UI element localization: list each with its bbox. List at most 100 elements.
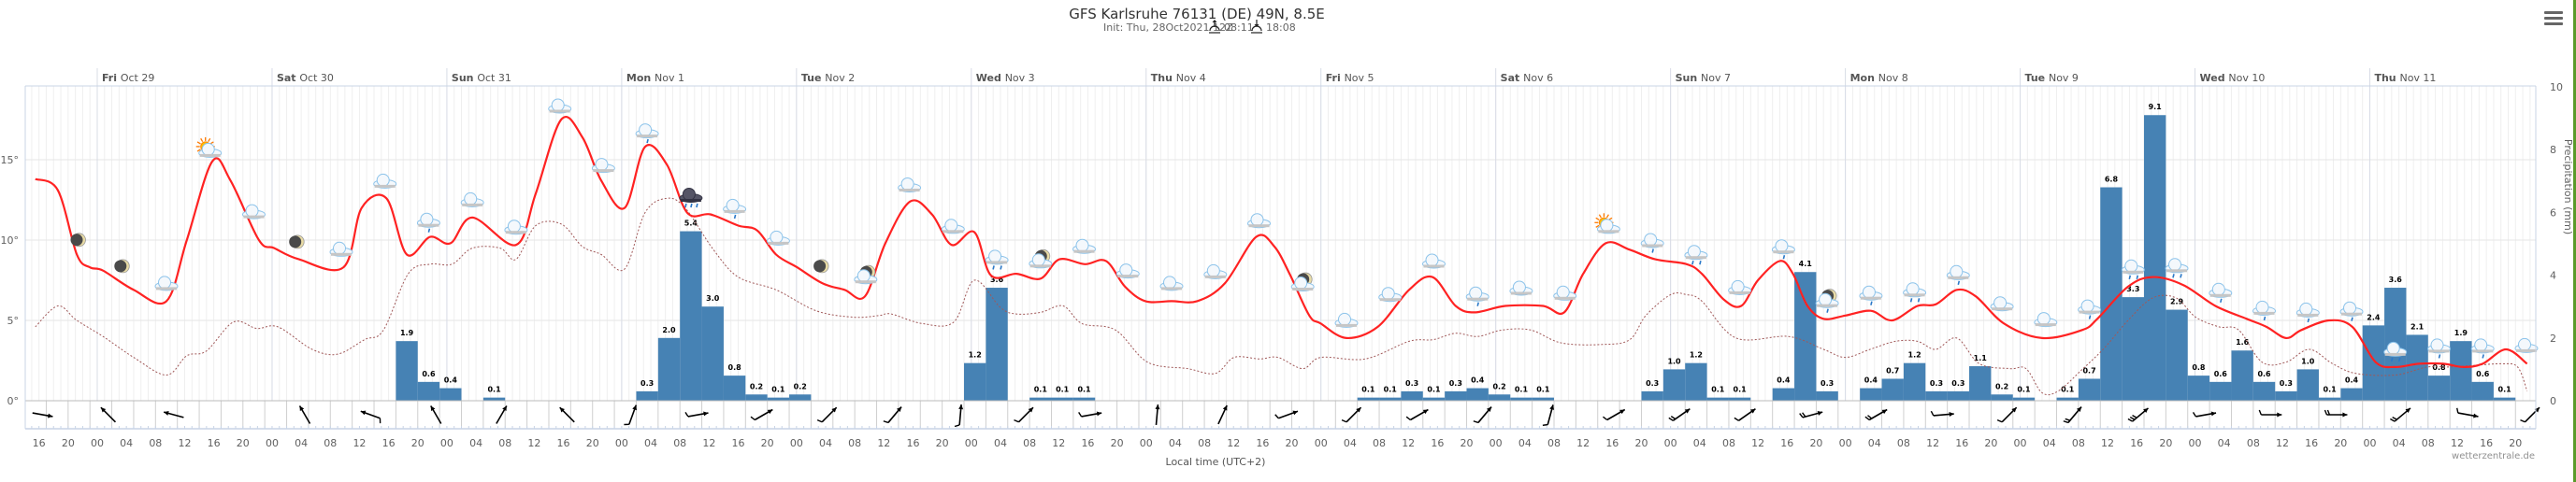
cloud-shadow	[1204, 275, 1226, 278]
precip-bar-label: 0.1	[1734, 386, 1748, 394]
precip-bar-label: 9.1	[2149, 103, 2163, 111]
time-tick-label: 08	[1547, 437, 1561, 449]
light-rain-icon	[1640, 233, 1664, 253]
time-tick-label: 20	[1984, 437, 1997, 449]
temp-tick-label: 10°	[1, 234, 20, 247]
time-tick-label: 20	[237, 437, 250, 449]
precip-bar	[2100, 187, 2123, 401]
wind-arrow-head	[1155, 404, 1160, 410]
day-label: Sun Nov 7	[1676, 72, 1731, 84]
time-tick-label: 12	[877, 437, 890, 449]
day-label: Tue Nov 9	[2025, 72, 2079, 84]
cloud-icon	[941, 219, 965, 234]
precip-bar	[2012, 397, 2036, 401]
time-tick-label: 08	[498, 437, 511, 449]
wind-barb	[1734, 417, 1739, 421]
cloud-shadow	[1773, 250, 1794, 254]
cloud-puff	[2036, 312, 2051, 326]
precip-bar	[1641, 390, 1663, 401]
cloud-icon	[504, 220, 528, 235]
wind-arrow-icon	[1603, 408, 1626, 421]
cloud-shadow	[899, 189, 920, 191]
moon-icon	[70, 233, 86, 248]
wind-barb	[750, 416, 756, 421]
day-of-week: Wed	[2200, 72, 2229, 84]
wind-arrow-head	[2534, 407, 2540, 413]
cloud-shadow	[1161, 287, 1182, 291]
wind-arrow-head	[1749, 408, 1756, 414]
time-tick-label: 04	[469, 437, 482, 449]
precip-bar	[1706, 397, 1729, 401]
time-tick-label: 16	[33, 437, 46, 449]
precip-bar	[1422, 397, 1446, 401]
credit-watermark[interactable]: wetterzentrale.de	[2452, 451, 2535, 461]
precip-bar-label: 0.3	[640, 379, 654, 388]
precip-bar	[1662, 369, 1686, 401]
cloud-puff	[2211, 282, 2225, 296]
day-label: Fri Oct 29	[102, 72, 154, 84]
cloud-shadow	[2472, 349, 2494, 353]
time-tick-label: 00	[2189, 437, 2202, 449]
wind-arrow-head	[100, 407, 107, 413]
time-tick-label: 12	[1052, 437, 1065, 449]
rain-drop	[2351, 317, 2353, 321]
precip-bar	[2340, 388, 2363, 401]
wind-arrow-head	[2405, 407, 2411, 414]
wind-barb	[2192, 411, 2196, 418]
time-tick-label: 20	[2159, 437, 2172, 449]
precip-bar	[1925, 390, 1948, 401]
cloud-puff	[1644, 233, 1658, 247]
cloud-puff	[1469, 286, 1483, 300]
moon-cloud-icon	[1029, 248, 1053, 269]
cloud-puff	[2343, 301, 2356, 315]
cloud-shadow	[1992, 307, 2013, 311]
moon-icon	[114, 259, 130, 274]
precip-bar-label: 0.6	[422, 370, 436, 378]
cloud-puff	[333, 241, 346, 255]
sun-ray	[200, 137, 204, 143]
precip-bar	[2122, 297, 2144, 401]
day-header: Fri Oct 29 Sat Oct 30 Sun Oct 31 Mon Nov 1 T…	[96, 68, 2436, 401]
light-rain-icon	[2339, 301, 2364, 321]
cloud-icon	[1990, 296, 2014, 312]
precip-bar-label: 1.2	[1690, 351, 1703, 360]
temp-tick-label: 5°	[7, 315, 20, 327]
cloud-shadow	[1685, 256, 1706, 260]
moon-shadow	[70, 234, 83, 247]
precip-bar-label: 6.8	[2105, 176, 2119, 184]
wind-arrow-icon	[1799, 411, 1823, 418]
precip-bar	[1401, 390, 1423, 401]
cloud-shadow	[2035, 323, 2056, 327]
precip-bar-label: 0.4	[444, 376, 458, 385]
hamburger-menu-icon[interactable]	[2544, 11, 2563, 26]
day-label: Mon Nov 1	[626, 72, 684, 84]
time-tick-label: 16	[2480, 437, 2493, 449]
day-label: Wed Nov 3	[976, 72, 1035, 84]
rain-icon	[1903, 282, 1927, 303]
precip-bar	[789, 394, 812, 401]
precip-bar-label: 0.1	[1536, 386, 1550, 394]
precip-bar-label: 0.3	[1820, 379, 1834, 388]
cloud-icon	[373, 173, 397, 189]
precip-bar	[1445, 390, 1467, 401]
time-tick-label: 12	[2101, 437, 2114, 449]
wind-arrow-icon	[1542, 404, 1555, 426]
wind-arrow-icon	[816, 406, 838, 423]
precip-bar	[1947, 390, 1970, 401]
cloud-puff	[1075, 238, 1089, 252]
rain-drop	[1957, 280, 1961, 285]
cloud-puff	[2299, 302, 2313, 316]
cloud-shadow	[768, 241, 789, 245]
precip-bar-label: 2.9	[2170, 298, 2184, 306]
time-tick-label: 08	[149, 437, 162, 449]
day-date: Nov 6	[1523, 72, 1553, 84]
precip-bar	[1510, 397, 1533, 401]
day-of-week: Mon	[1850, 72, 1878, 84]
precip-bar-label: 1.0	[1667, 357, 1681, 365]
wind-arrow-icon	[750, 408, 773, 421]
day-date: Oct 31	[477, 72, 511, 84]
day-label: Sat Oct 30	[277, 72, 334, 84]
wind-barb	[1603, 416, 1608, 421]
wind-arrow-icon	[360, 410, 381, 424]
precip-bar	[1379, 397, 1402, 401]
